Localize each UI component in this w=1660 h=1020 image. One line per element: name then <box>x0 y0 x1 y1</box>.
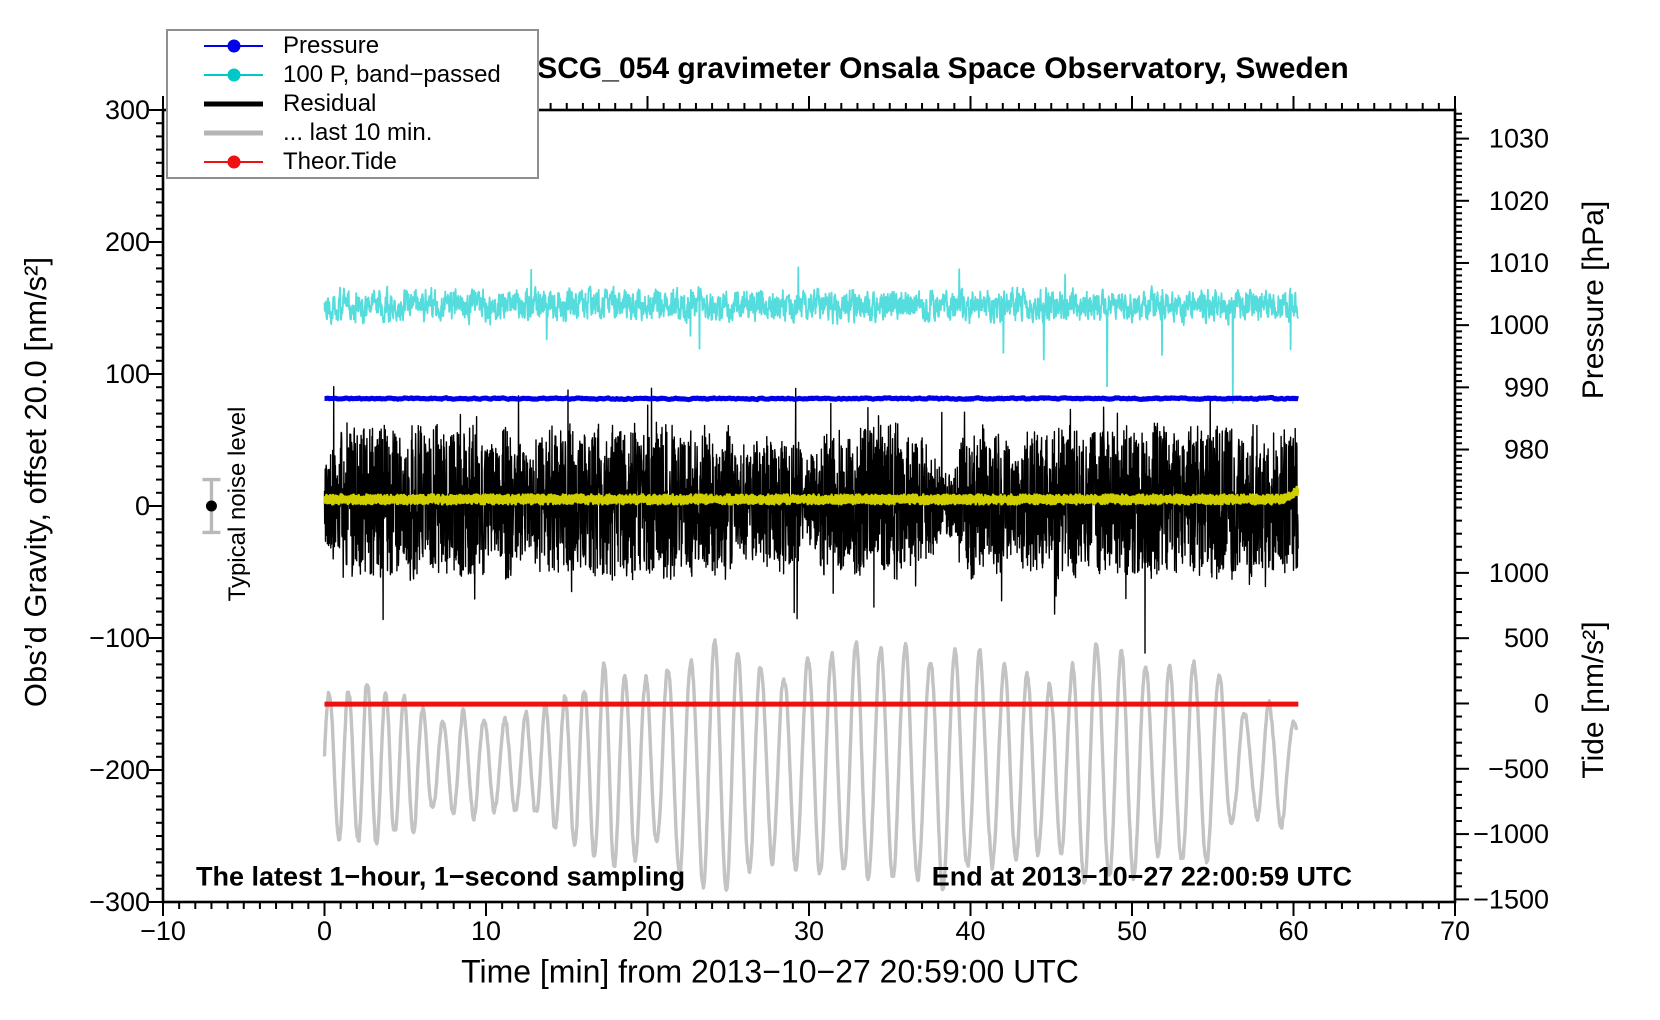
gravity-tick-label: −200 <box>89 755 150 785</box>
legend-item--last-10-min-: ... last 10 min. <box>168 118 537 147</box>
legend-label: 100 P, band−passed <box>283 61 501 88</box>
tide-axis-ticks <box>1455 506 1469 901</box>
legend-label: ... last 10 min. <box>283 119 433 146</box>
tide-tick-label: 1000 <box>1489 558 1549 588</box>
series--last-10-min- <box>322 638 1299 892</box>
x-tick-label: 40 <box>955 916 985 946</box>
legend-swatch <box>204 89 263 118</box>
noise-level-marker <box>202 477 221 535</box>
pressure-tick-label: 980 <box>1504 435 1549 465</box>
legend-label: Theor.Tide <box>283 148 397 175</box>
legend-box: Pressure 100 P, band−passed Residual... la… <box>166 29 539 179</box>
x-tick-label: 20 <box>632 916 662 946</box>
pressure-axis-label: Pressure [hPa] <box>1577 200 1610 400</box>
pressure-tick-label: 1030 <box>1489 124 1549 154</box>
pressure-tick-label: 1000 <box>1489 310 1549 340</box>
pressure-tick-label: 1010 <box>1489 248 1549 278</box>
legend-swatch <box>204 60 263 89</box>
legend-item-100-p-band-passed: 100 P, band−passed <box>168 60 537 89</box>
legend-item-theor-tide: Theor.Tide <box>168 147 537 176</box>
tide-axis-label: Tide [nm/s²] <box>1577 621 1610 779</box>
gravity-tick-label: −100 <box>89 623 150 653</box>
legend-label: Pressure <box>283 32 380 59</box>
x-tick-label: 50 <box>1117 916 1147 946</box>
noise-level-dot <box>205 500 217 512</box>
legend-swatch <box>204 118 263 147</box>
legend-swatch <box>204 147 263 176</box>
legend-swatch <box>204 31 263 60</box>
x-tick-label: 60 <box>1278 916 1308 946</box>
legend-item-pressure: Pressure <box>168 31 537 60</box>
gravity-tick-label: 200 <box>105 227 150 257</box>
legend-dot <box>227 68 240 81</box>
tide-tick-label: −1500 <box>1473 884 1549 914</box>
noise-level-label: Typical noise level <box>224 406 251 602</box>
series-100-p-band-passed <box>323 266 1299 404</box>
pressure-axis-ticks <box>1455 112 1469 501</box>
series-pressure <box>322 394 1300 403</box>
tide-tick-label: −1000 <box>1473 819 1549 849</box>
series-residual-filtered <box>323 485 1300 506</box>
gravity-tick-label: 300 <box>105 95 150 125</box>
tide-tick-label: 500 <box>1504 623 1549 653</box>
x-tick-label: 70 <box>1440 916 1470 946</box>
gravity-axis-label: Obs’d Gravity, offset 20.0 [nm/s²] <box>18 256 53 708</box>
tide-tick-label: 0 <box>1534 688 1549 718</box>
x-axis-label: Time [min] from 2013−10−27 20:59:00 UTC <box>461 953 1079 990</box>
gravity-tick-label: 100 <box>105 359 150 389</box>
sampling-annotation: The latest 1−hour, 1−second sampling <box>196 861 686 892</box>
tick-labels: −10 0 10 20 30 40 50 60 703002001000−100−200−300… <box>89 95 1549 946</box>
series-residual <box>323 386 1299 654</box>
legend-dot <box>227 155 240 168</box>
chart-title: SCG_054 gravimeter Onsala Space Observat… <box>537 52 1349 85</box>
x-tick-label: 30 <box>794 916 824 946</box>
end-time-annotation: End at 2013−10−27 22:00:59 UTC <box>931 861 1352 892</box>
pressure-tick-label: 1020 <box>1489 186 1549 216</box>
gravity-tick-label: −300 <box>89 887 150 917</box>
x-tick-label: −10 <box>140 916 186 946</box>
x-tick-label: 10 <box>471 916 501 946</box>
gravity-axis-ticks <box>149 109 163 903</box>
legend-dot <box>227 39 240 52</box>
legend-label: Residual <box>283 90 377 117</box>
legend-item-residual: Residual <box>168 89 537 118</box>
pressure-tick-label: 990 <box>1504 372 1549 402</box>
gravity-tick-label: 0 <box>135 491 150 521</box>
x-tick-label: 0 <box>317 916 332 946</box>
tide-tick-label: −500 <box>1488 754 1549 784</box>
